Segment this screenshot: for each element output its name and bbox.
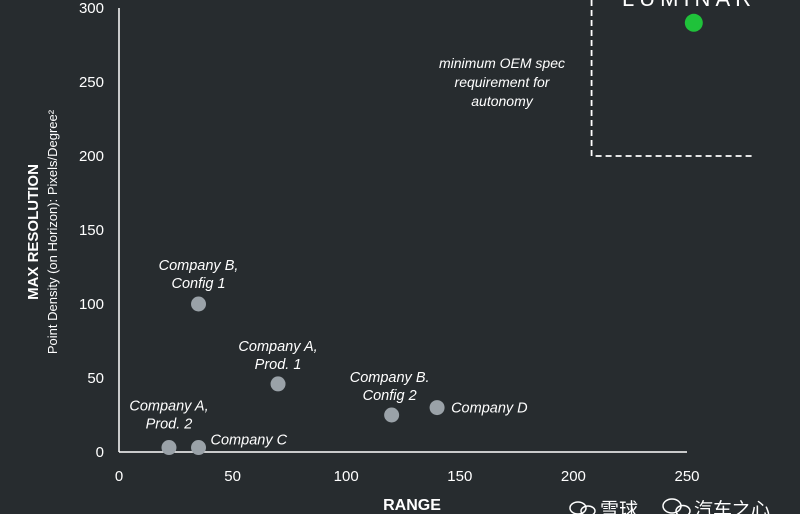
y-tick-label: 50	[87, 370, 104, 387]
point-label: Company A,	[238, 339, 317, 355]
point-label: Company B.	[350, 370, 430, 386]
point-label: Company D	[451, 401, 528, 417]
data-point	[270, 376, 286, 392]
point-labels: Company B, Config 1 Company A, Prod. 1 Compa…	[129, 258, 527, 449]
region-boundary	[590, 0, 755, 157]
watermark-text-2: 汽车之心	[694, 499, 770, 514]
point-label: Prod. 1	[255, 357, 302, 373]
y-axis-title: MAX RESOLUTION	[25, 164, 42, 300]
watermark: 雪球 汽车之心	[569, 498, 770, 514]
point-label: Config 2	[363, 388, 417, 404]
tick-labels: 0 50 100 150 200 250 0 50 100 150 200 250 300	[79, 0, 700, 485]
data-point	[161, 440, 177, 456]
wechat-icon	[662, 498, 691, 514]
chat-bubble-icon	[569, 501, 596, 514]
region-label-line: minimum OEM spec	[439, 55, 565, 71]
x-axis-title: RANGE	[383, 497, 441, 514]
y-tick-label: 200	[79, 148, 104, 165]
y-axis-subtitle: Point Density (on Horizon): Pixels/Degre…	[45, 109, 60, 354]
point-label: Prod. 2	[146, 417, 193, 433]
x-tick-label: 250	[674, 468, 699, 485]
luminar-logo-text: LUMINAR	[622, 0, 756, 11]
point-label: Company C	[211, 433, 288, 449]
data-points	[161, 13, 703, 456]
y-tick-label: 0	[96, 444, 104, 461]
x-tick-label: 0	[115, 468, 123, 485]
point-label: Config 1	[172, 276, 226, 292]
data-point	[429, 400, 445, 416]
data-point	[191, 440, 207, 456]
watermark-text-1: 雪球	[600, 499, 638, 514]
x-tick-label: 100	[334, 468, 359, 485]
oem-spec-region: minimum OEM spec requirement for autonomy	[439, 0, 755, 157]
region-label-line: autonomy	[471, 93, 533, 109]
data-point	[384, 407, 400, 423]
point-label: Company B,	[159, 258, 239, 274]
y-tick-label: 100	[79, 296, 104, 313]
x-tick-label: 200	[561, 468, 586, 485]
x-tick-label: 150	[447, 468, 472, 485]
y-tick-label: 150	[79, 222, 104, 239]
data-point	[684, 13, 703, 32]
y-tick-label: 300	[79, 0, 104, 17]
point-label: Company A,	[129, 399, 208, 415]
axes	[118, 8, 687, 453]
region-label-line: requirement for	[455, 74, 551, 90]
y-tick-label: 250	[79, 74, 104, 91]
x-tick-label: 50	[224, 468, 241, 485]
data-point	[191, 296, 207, 312]
